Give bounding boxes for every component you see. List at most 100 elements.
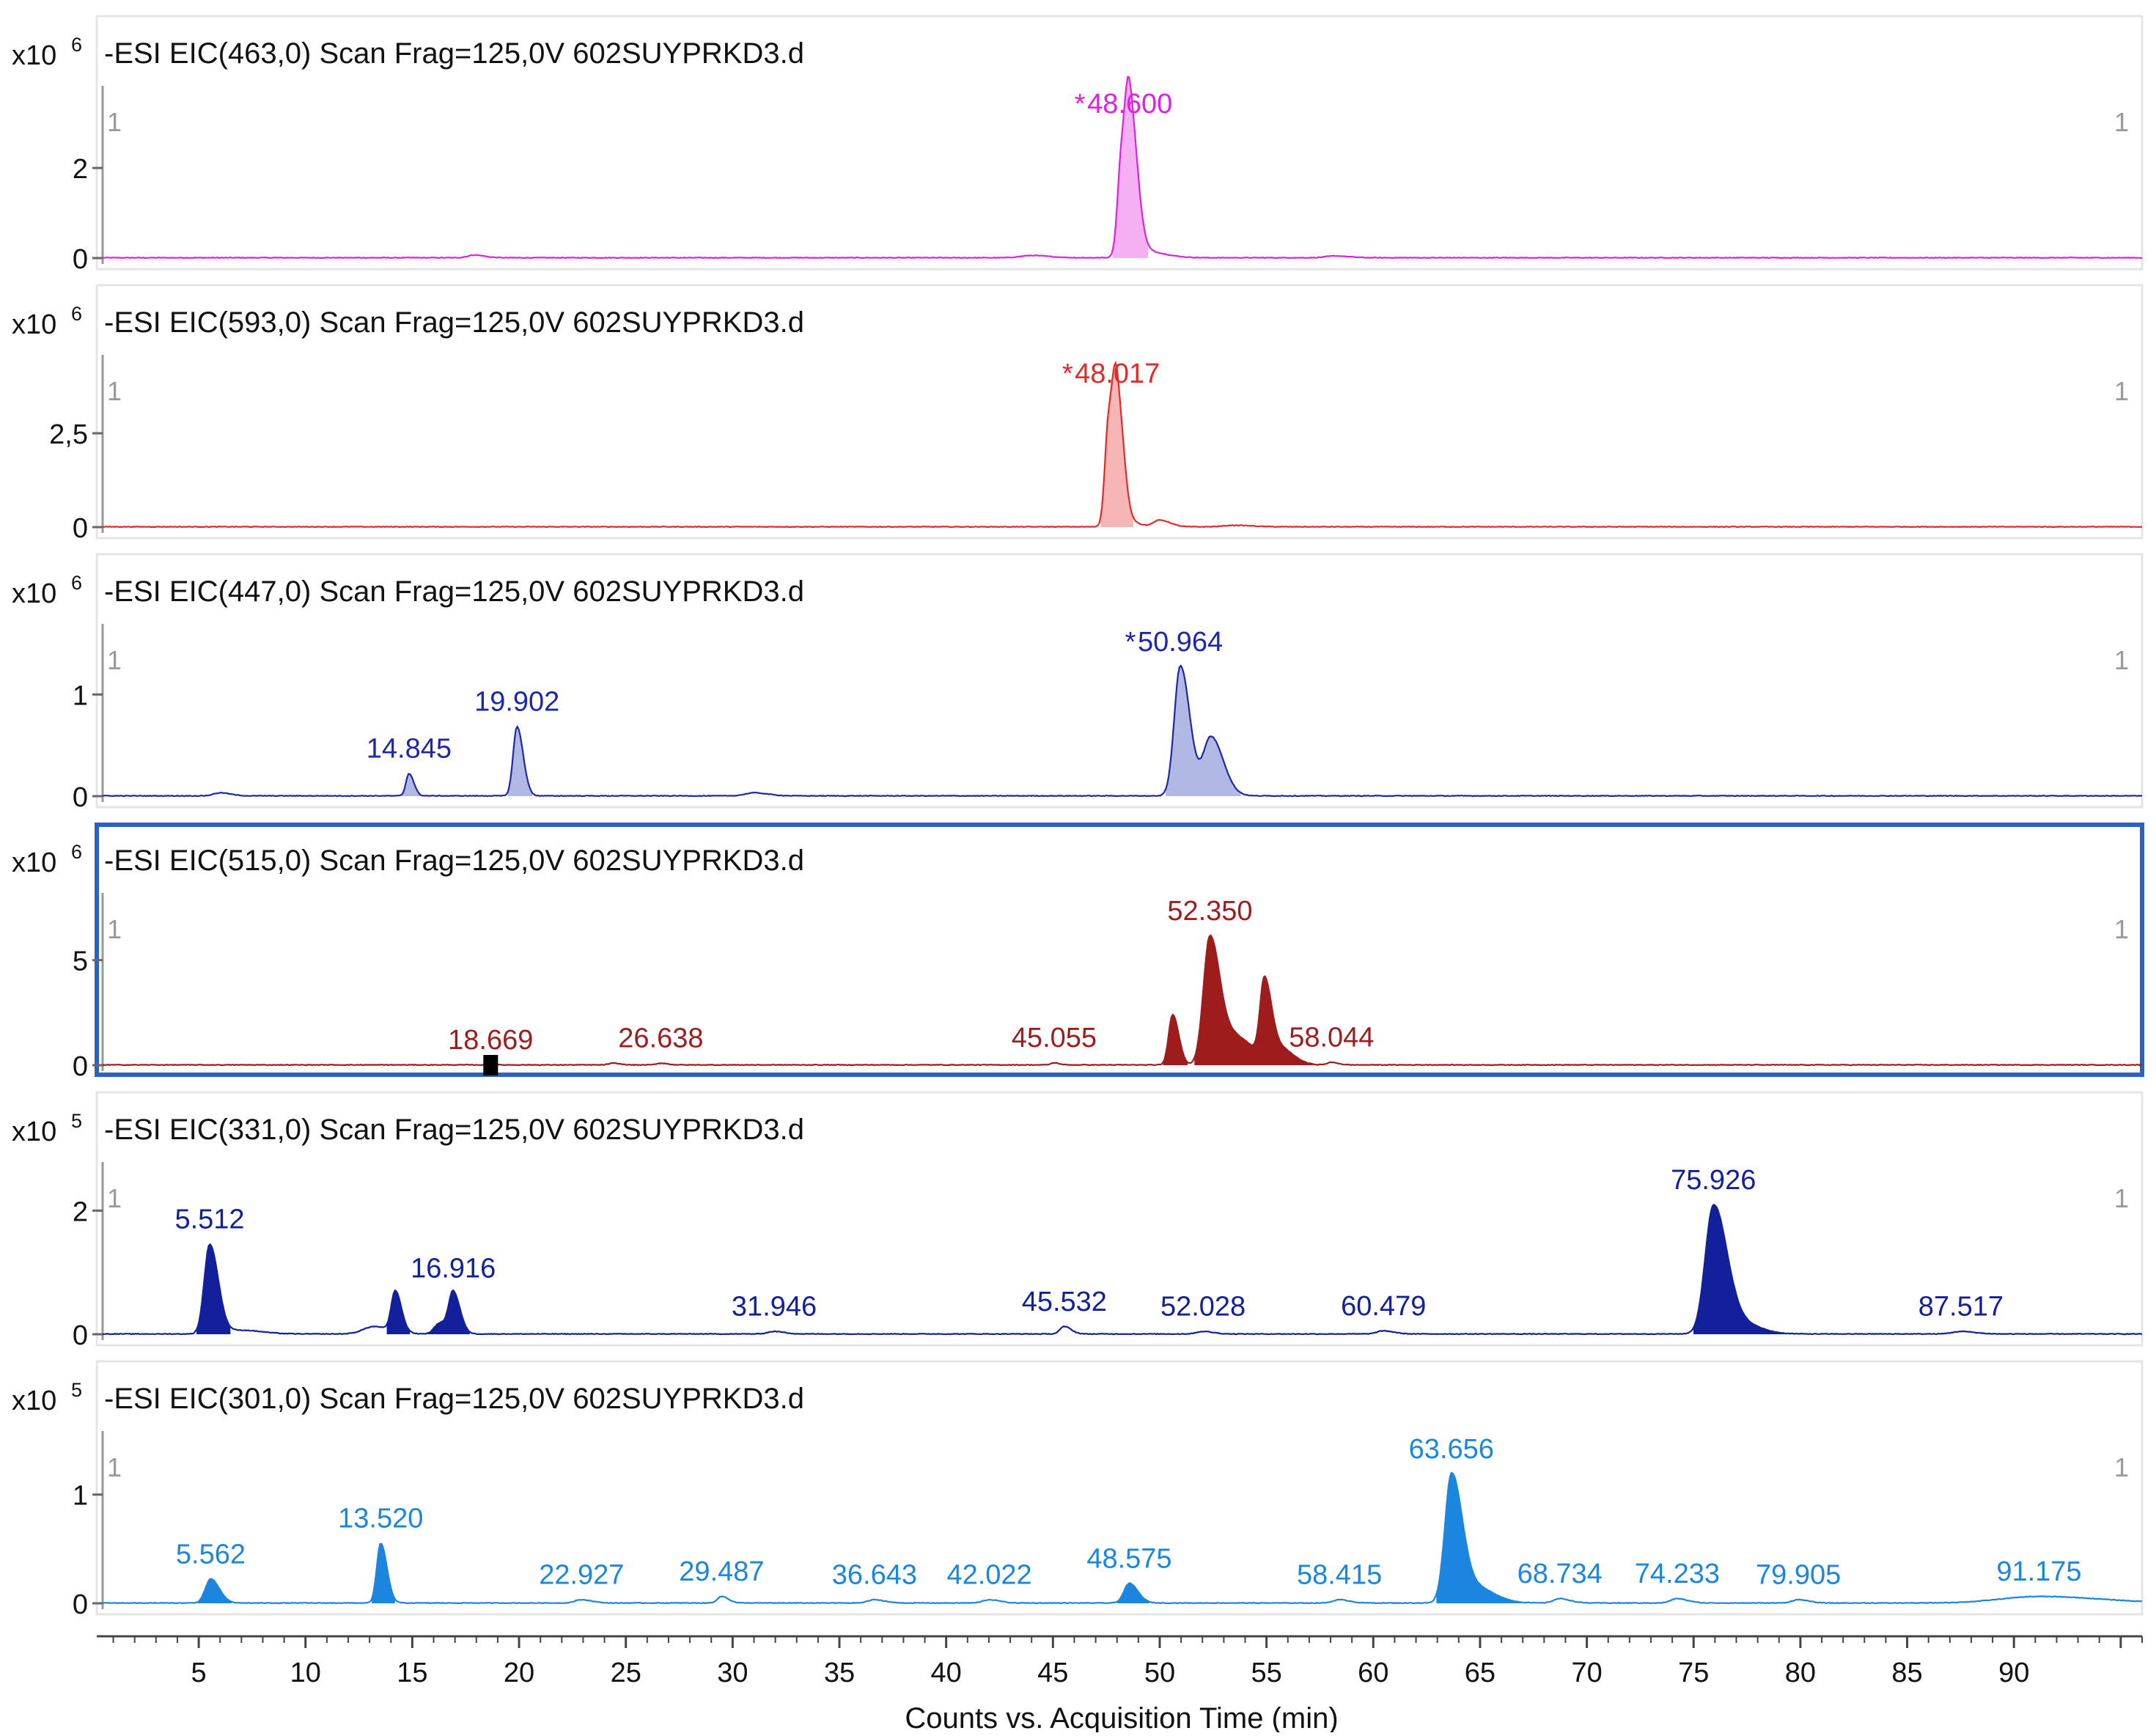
corner-label-right: 1 xyxy=(2114,107,2129,137)
corner-label-left: 1 xyxy=(107,1452,122,1482)
panel-title: -ESI EIC(331,0) Scan Frag=125,0V 602SUYP… xyxy=(104,1114,804,1146)
x-tick-label: 85 xyxy=(1891,1658,1922,1688)
y-scale-label: x10 xyxy=(12,1117,56,1147)
peak-label: 79.905 xyxy=(1756,1560,1841,1591)
peak-label: 87.517 xyxy=(1918,1292,2004,1323)
x-tick-label: 25 xyxy=(611,1658,641,1688)
peak-area xyxy=(197,1578,232,1603)
peak-label: 13.520 xyxy=(338,1503,423,1534)
y-scale-label: x10 xyxy=(12,309,56,340)
corner-label-right: 1 xyxy=(2114,645,2129,675)
x-tick-label: 50 xyxy=(1144,1658,1175,1688)
peak-label: 42.022 xyxy=(946,1560,1031,1591)
peak-label: 36.643 xyxy=(832,1560,917,1591)
peak-label: 29.487 xyxy=(679,1556,764,1587)
y-scale-exponent: 6 xyxy=(71,572,82,594)
peak-label: 60.479 xyxy=(1341,1291,1426,1322)
panel-title: -ESI EIC(447,0) Scan Frag=125,0V 602SUYP… xyxy=(104,575,804,608)
peak-label: 22.927 xyxy=(539,1560,624,1591)
trace-line xyxy=(102,76,2143,260)
x-tick-label: 80 xyxy=(1785,1658,1816,1688)
x-tick-label: 40 xyxy=(931,1658,962,1688)
x-tick-label: 60 xyxy=(1358,1658,1388,1688)
y-scale-label: x10 xyxy=(12,1386,56,1416)
x-tick-label: 65 xyxy=(1465,1658,1495,1688)
peak-label: 48.575 xyxy=(1086,1543,1171,1574)
peak-label: 68.734 xyxy=(1517,1559,1603,1589)
panel-frame xyxy=(95,1360,2144,1616)
panel-3: x10 6 -ESI EIC(447,0) Scan Frag=125,0V 602… xyxy=(12,553,2144,813)
corner-label-left: 1 xyxy=(107,107,122,137)
trace-line xyxy=(102,1203,2143,1336)
y-tick-label: 0 xyxy=(73,782,88,813)
y-tick-label: 2 xyxy=(73,154,88,185)
peak-label: 26.638 xyxy=(618,1023,703,1054)
panel-frame xyxy=(95,284,2144,540)
y-tick-label: 0 xyxy=(73,1320,88,1351)
peak-label: 5.562 xyxy=(176,1539,246,1570)
corner-label-left: 1 xyxy=(107,376,122,406)
panel-6: x10 5 -ESI EIC(301,0) Scan Frag=125,0V 602… xyxy=(12,1360,2144,1620)
peak-label: 19.902 xyxy=(474,687,559,718)
y-tick-label: 5 xyxy=(73,946,88,977)
y-tick-label: 1 xyxy=(73,1481,88,1512)
peak-area xyxy=(427,1290,460,1334)
peak-area xyxy=(372,1543,395,1603)
peak-area xyxy=(1258,976,1313,1065)
peak-area xyxy=(1118,76,1149,258)
peak-label: 31.946 xyxy=(732,1292,817,1323)
y-tick-label: 0 xyxy=(73,1051,88,1082)
peak-area xyxy=(1193,736,1241,796)
peak-label: 16.916 xyxy=(411,1253,496,1284)
corner-label-right: 1 xyxy=(2114,376,2129,406)
y-tick-label: 0 xyxy=(73,1589,88,1620)
panel-frame xyxy=(95,553,2144,809)
y-scale-label: x10 xyxy=(12,578,56,609)
panel-5: x10 5 -ESI EIC(331,0) Scan Frag=125,0V 602… xyxy=(12,1091,2144,1351)
y-tick-label: 0 xyxy=(73,244,88,275)
peak-label: 52.350 xyxy=(1167,896,1252,927)
x-tick-label: 90 xyxy=(1998,1658,2029,1688)
y-tick-label: 2,5 xyxy=(49,419,88,450)
peak-label: 50.964 xyxy=(1138,627,1223,658)
trace-line xyxy=(102,360,2143,529)
y-scale-label: x10 xyxy=(12,847,56,878)
panel-title: -ESI EIC(593,0) Scan Frag=125,0V 602SUYP… xyxy=(104,306,804,339)
x-axis-group: 5 10 15 20 25 30 35 40 45 50 55 60 65 70 75 80 85 90 Count… xyxy=(97,1635,2143,1735)
x-tick-label: 10 xyxy=(290,1658,321,1688)
corner-label-left: 1 xyxy=(107,1183,122,1213)
peak-label: 75.926 xyxy=(1671,1165,1756,1196)
peak-label: 63.656 xyxy=(1409,1434,1494,1465)
y-tick-label: 2 xyxy=(73,1196,88,1227)
peak-label: 58.415 xyxy=(1297,1560,1382,1591)
peak-label: 91.175 xyxy=(1996,1556,2081,1587)
x-tick-label: 35 xyxy=(824,1658,855,1688)
trace-line xyxy=(102,934,2143,1067)
x-tick-label: 5 xyxy=(191,1658,207,1688)
marker-square xyxy=(483,1055,498,1075)
panel-title: -ESI EIC(515,0) Scan Frag=125,0V 602SUYP… xyxy=(104,845,804,877)
y-scale-label: x10 xyxy=(12,40,56,71)
y-scale-exponent: 6 xyxy=(71,303,82,325)
peak-star: * xyxy=(1062,358,1073,389)
y-scale-exponent: 6 xyxy=(71,841,82,863)
y-tick-label: 1 xyxy=(73,680,88,711)
x-tick-label: 30 xyxy=(717,1658,748,1688)
peak-label: 14.845 xyxy=(367,733,452,764)
y-tick-label: 0 xyxy=(73,513,88,544)
trace-line xyxy=(102,664,2143,798)
panel-title: -ESI EIC(301,0) Scan Frag=125,0V 602SUYP… xyxy=(104,1383,804,1415)
x-tick-label: 20 xyxy=(504,1658,534,1688)
corner-label-right: 1 xyxy=(2114,914,2129,944)
peak-label: 5.512 xyxy=(174,1204,244,1235)
peak-area xyxy=(507,727,533,796)
y-scale-exponent: 5 xyxy=(71,1379,82,1401)
panel-title: -ESI EIC(463,0) Scan Frag=125,0V 602SUYP… xyxy=(104,37,804,70)
peak-area xyxy=(196,1244,231,1334)
corner-label-right: 1 xyxy=(2114,1183,2129,1213)
peak-star: * xyxy=(1125,627,1136,658)
panel-4: x10 6 -ESI EIC(515,0) Scan Frag=125,0V 602… xyxy=(12,823,2144,1082)
panel-frame xyxy=(95,15,2144,271)
corner-label-right: 1 xyxy=(2114,1452,2129,1482)
